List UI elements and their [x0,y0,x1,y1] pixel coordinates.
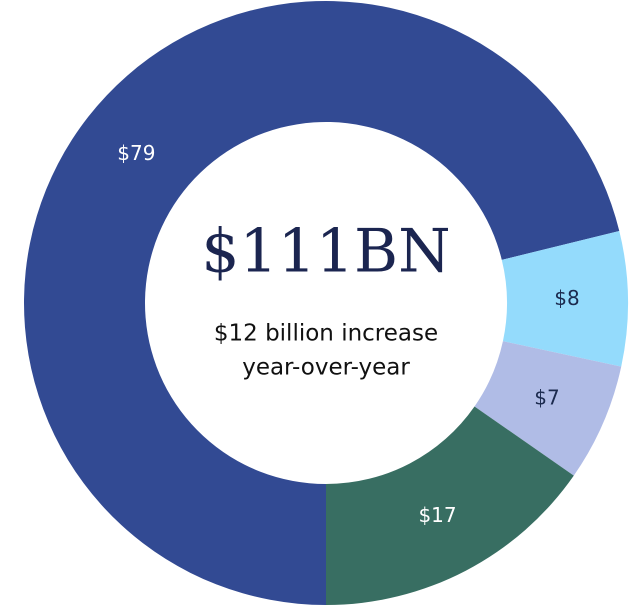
donut [23,0,628,606]
annotation: year-over-year [242,355,410,381]
slice [501,231,628,367]
slice [474,341,622,476]
annotation: $12 billion increase [214,321,438,347]
data-label: $8 [554,286,579,310]
slice [23,0,620,606]
center-title: $111BN [201,217,450,287]
data-label: $7 [534,386,559,410]
data-label: $79 [117,141,155,165]
data-label: $17 [418,503,456,527]
slice [326,406,574,605]
